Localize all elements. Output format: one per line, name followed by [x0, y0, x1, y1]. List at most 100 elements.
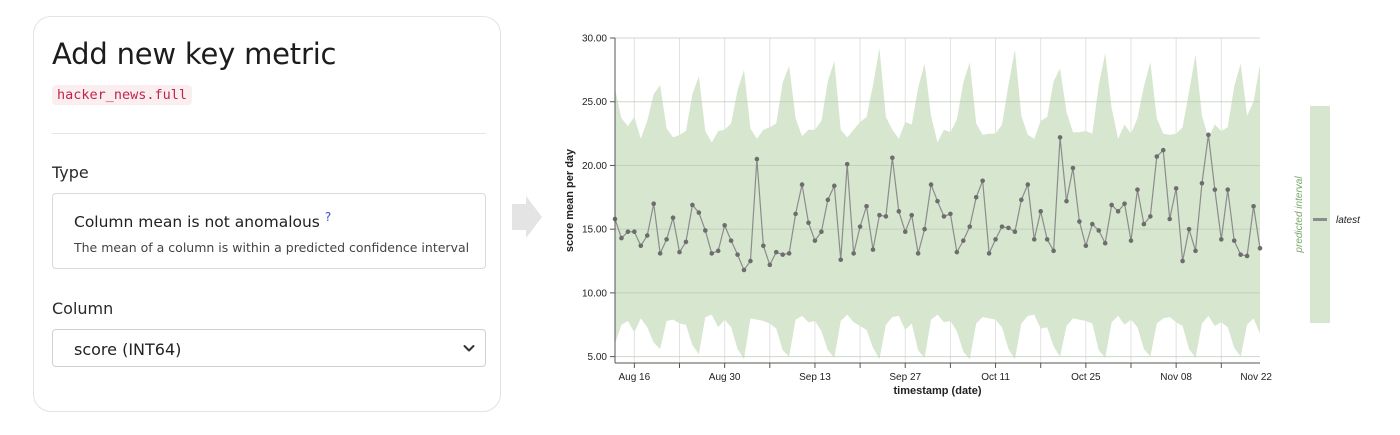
grid-overlay	[615, 37, 1260, 358]
data-point	[1012, 229, 1018, 235]
legend: predicted interval latest	[1294, 106, 1361, 323]
type-label: Type	[52, 163, 89, 182]
data-point	[677, 249, 682, 255]
help-icon[interactable]: ?	[324, 210, 332, 224]
data-point	[1019, 197, 1024, 203]
data-point	[851, 251, 856, 256]
data-point	[1038, 209, 1043, 214]
data-point	[1186, 226, 1192, 232]
data-point	[728, 238, 734, 243]
data-point	[767, 262, 773, 268]
data-point	[1090, 221, 1095, 227]
data-point	[1244, 253, 1250, 259]
column-select-value: score (INT64)	[74, 340, 182, 359]
y-axis-ticks: 30.00 25.00 20.00 15.00 10.00 5.00	[582, 34, 615, 363]
y-tick-label: 20.00	[582, 161, 607, 172]
data-point	[896, 209, 902, 214]
data-point	[941, 214, 947, 219]
data-point	[890, 155, 895, 161]
data-point	[915, 251, 921, 256]
y-axis-label: score mean per day	[564, 148, 576, 252]
x-tick-label: Nov 22	[1240, 372, 1272, 383]
data-point	[761, 243, 766, 249]
data-point	[644, 233, 650, 238]
data-point	[928, 182, 934, 187]
data-point	[1115, 209, 1121, 214]
data-point	[1070, 165, 1076, 171]
x-tick-label: Oct 25	[1071, 372, 1101, 383]
data-point	[735, 252, 740, 257]
data-point	[1257, 245, 1263, 251]
data-point	[748, 258, 753, 264]
data-point	[954, 249, 960, 255]
data-point	[935, 198, 940, 204]
data-point	[722, 223, 727, 228]
data-point	[1122, 201, 1127, 206]
data-point	[754, 156, 760, 162]
data-point	[1251, 203, 1256, 209]
data-point	[709, 251, 715, 256]
data-point	[651, 201, 656, 206]
legend-band-swatch	[1310, 106, 1330, 323]
data-point	[1083, 243, 1089, 249]
data-point	[632, 229, 637, 235]
data-point	[825, 197, 831, 203]
data-point	[1025, 182, 1031, 187]
x-tick-label: Aug 16	[618, 372, 650, 383]
column-select[interactable]: score (INT64)	[52, 329, 486, 367]
data-point	[1219, 237, 1224, 242]
data-point	[877, 212, 882, 218]
data-point	[961, 238, 966, 243]
data-point	[980, 178, 985, 184]
data-point	[703, 228, 708, 233]
data-point	[902, 229, 908, 235]
data-point	[870, 247, 876, 252]
data-point	[812, 238, 818, 243]
series-points	[612, 132, 1263, 273]
data-point	[799, 182, 805, 187]
data-point	[832, 183, 837, 189]
data-point	[741, 267, 747, 273]
add-key-metric-panel: Add new key metric hacker_news.full Type…	[33, 16, 501, 412]
data-point	[1109, 202, 1114, 208]
data-point	[1160, 147, 1166, 153]
type-option-description: The mean of a column is within a predict…	[74, 240, 470, 255]
data-point	[664, 237, 669, 242]
data-point	[1199, 180, 1205, 186]
data-point	[1044, 237, 1050, 242]
table-name-chip: hacker_news.full	[52, 85, 193, 105]
data-point	[1206, 132, 1211, 138]
x-tick-label: Aug 30	[709, 372, 741, 383]
data-point	[657, 251, 663, 256]
data-point	[1102, 240, 1108, 246]
data-point	[1238, 252, 1243, 257]
predicted-interval-band	[615, 48, 1260, 360]
data-point	[1128, 238, 1134, 243]
x-tick-label: Nov 08	[1160, 372, 1192, 383]
data-point	[909, 212, 914, 218]
y-tick-label: 5.00	[588, 352, 608, 363]
data-point	[638, 243, 644, 249]
data-point	[844, 161, 850, 167]
y-tick-label: 25.00	[582, 97, 607, 108]
data-point	[1051, 248, 1056, 254]
x-axis-label: timestamp (date)	[893, 385, 981, 397]
data-point	[715, 248, 721, 254]
data-point	[786, 251, 792, 256]
panel-title: Add new key metric	[52, 37, 337, 71]
column-label: Column	[52, 299, 114, 318]
data-point	[973, 195, 979, 200]
arrow-right-icon	[512, 196, 542, 238]
data-point	[1096, 228, 1102, 233]
x-axis-ticks: Aug 16 Aug 30 Sep 13 Sep 27 Oct 11 Oct 25 Nov …	[618, 363, 1272, 383]
y-tick-label: 10.00	[582, 288, 607, 299]
data-point	[993, 237, 998, 242]
data-point	[838, 257, 844, 263]
data-point	[780, 252, 785, 257]
x-tick-label: Oct 11	[981, 372, 1010, 383]
data-point	[806, 220, 811, 226]
data-point	[1057, 135, 1063, 140]
type-option-card[interactable]: Column mean is not anomalous? The mean o…	[52, 193, 486, 269]
data-point	[696, 210, 702, 215]
axes	[614, 38, 1260, 364]
